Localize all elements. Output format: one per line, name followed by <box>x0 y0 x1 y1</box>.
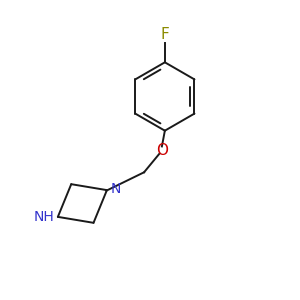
Text: N: N <box>110 182 121 196</box>
Text: F: F <box>160 26 169 41</box>
Text: NH: NH <box>34 210 54 224</box>
Text: O: O <box>156 142 168 158</box>
